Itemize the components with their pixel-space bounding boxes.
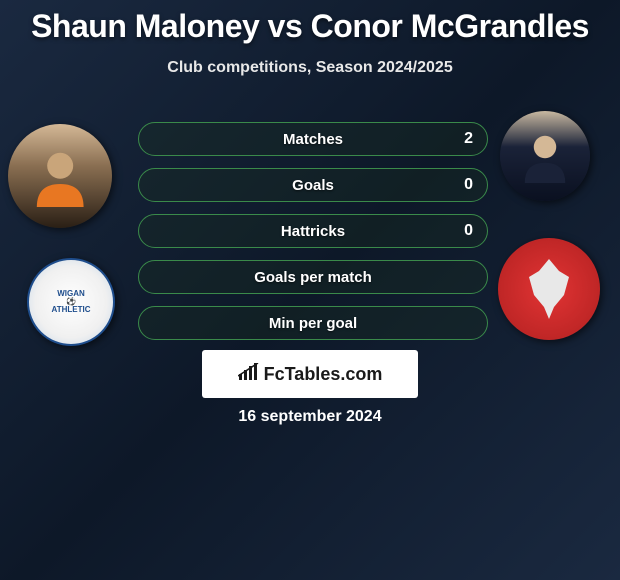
person-icon — [29, 145, 91, 207]
stat-label: Hattricks — [281, 223, 345, 240]
stat-row-min-per-goal: Min per goal — [138, 306, 488, 340]
page-title: Shaun Maloney vs Conor McGrandles — [0, 0, 620, 45]
player-photo-right — [500, 111, 590, 201]
stat-row-hattricks: Hattricks 0 — [138, 214, 488, 248]
date-text: 16 september 2024 — [0, 408, 620, 426]
stat-row-goals: Goals 0 — [138, 168, 488, 202]
stats-container: Matches 2 Goals 0 Hattricks 0 Goals per … — [138, 122, 488, 352]
person-icon — [518, 129, 572, 183]
watermark: FcTables.com — [202, 350, 418, 398]
stat-right-value: 0 — [464, 176, 473, 194]
stat-label: Goals — [292, 177, 334, 194]
stat-right-value: 2 — [464, 130, 473, 148]
club-logo-right — [498, 238, 600, 340]
subtitle: Club competitions, Season 2024/2025 — [0, 59, 620, 77]
stat-row-matches: Matches 2 — [138, 122, 488, 156]
watermark-text: FcTables.com — [264, 364, 383, 385]
stat-right-value: 0 — [464, 222, 473, 240]
club-badge-shape — [524, 259, 574, 319]
club-logo-left: WIGAN⚽ATHLETIC — [27, 258, 115, 346]
stat-label: Matches — [283, 131, 343, 148]
bar-chart-icon — [238, 363, 260, 386]
stat-row-goals-per-match: Goals per match — [138, 260, 488, 294]
stat-label: Min per goal — [269, 315, 357, 332]
avatar — [500, 111, 590, 201]
club-badge-text: WIGAN⚽ATHLETIC — [52, 290, 91, 314]
stat-label: Goals per match — [254, 269, 372, 286]
player-photo-left — [8, 124, 112, 228]
avatar — [8, 124, 112, 228]
